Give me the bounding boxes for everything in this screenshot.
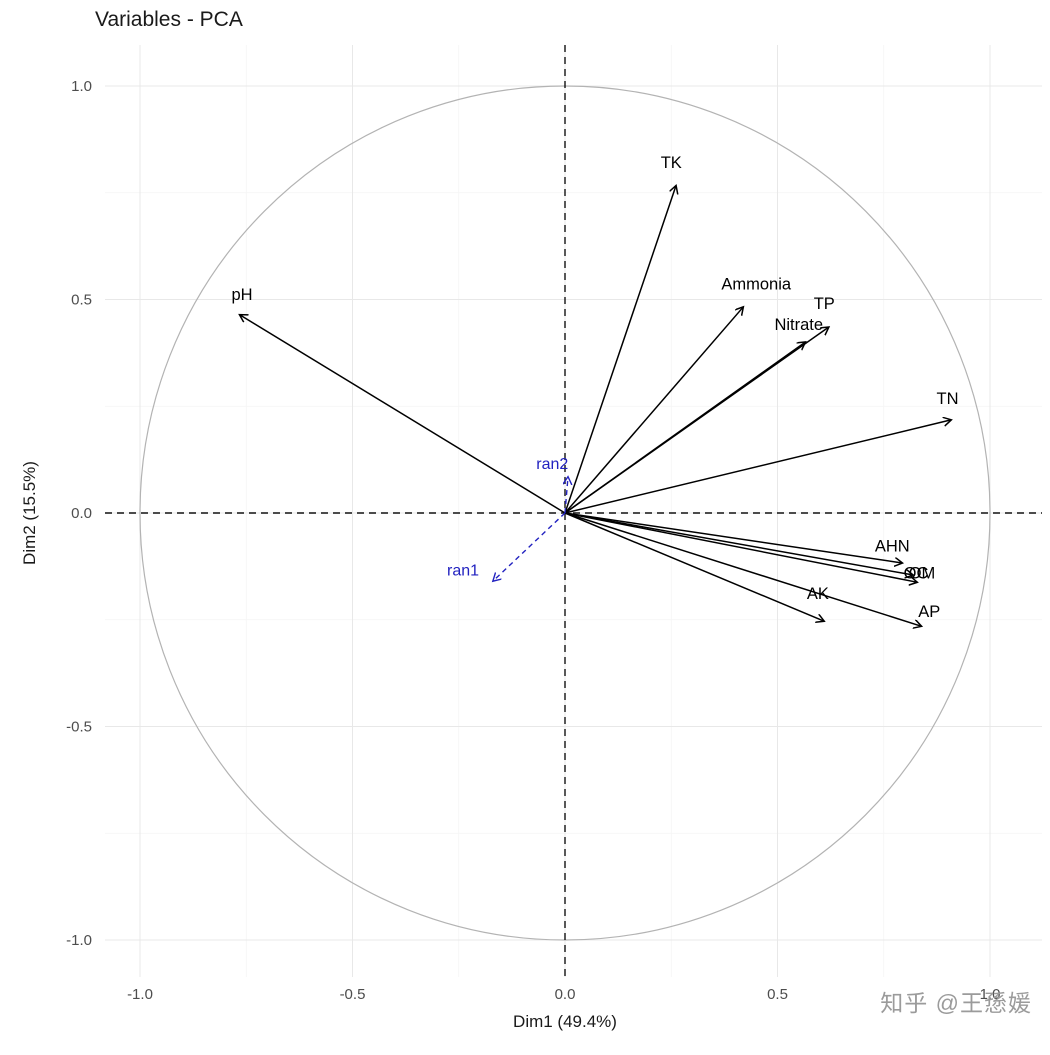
variable-arrow-OC: [564, 512, 913, 575]
variable-arrow-AHN: [564, 512, 902, 563]
variable-label-OM: OM: [909, 565, 936, 583]
variable-arrow-ran2: [565, 477, 568, 514]
y-tick-label: 1.0: [71, 78, 92, 95]
variable-arrow-AP: [564, 512, 921, 626]
variable-label-AHN: AHN: [875, 537, 910, 555]
variable-arrow-OM: [564, 512, 917, 582]
variable-label-TK: TK: [661, 154, 682, 172]
x-tick-label: -1.0: [127, 986, 153, 1003]
y-tick-label: -0.5: [66, 719, 92, 736]
variable-label-ran1: ran1: [447, 563, 479, 580]
watermark: 知乎 @王愻媛: [880, 990, 1032, 1016]
y-tick-label: 0.0: [71, 505, 92, 522]
variable-arrow-Nitrate: [564, 342, 805, 514]
x-tick-label: 0.5: [767, 986, 788, 1003]
x-axis-title: Dim1 (49.4%): [513, 1012, 617, 1031]
variable-arrow-TN: [564, 420, 951, 514]
variable-label-AK: AK: [807, 585, 829, 603]
chart-title: Variables - PCA: [95, 8, 243, 31]
variable-label-TN: TN: [937, 390, 959, 408]
x-tick-label: 0.0: [555, 986, 576, 1003]
variable-arrow-pH: [240, 315, 566, 514]
y-tick-label: 0.5: [71, 292, 92, 309]
y-tick-label: -1.0: [66, 932, 92, 949]
x-tick-label: -0.5: [340, 986, 366, 1003]
variable-label-ran2: ran2: [536, 456, 568, 473]
variable-label-TP: TP: [814, 295, 835, 313]
variable-arrow-TK: [564, 186, 676, 514]
variable-label-Nitrate: Nitrate: [774, 316, 823, 334]
variable-label-pH: pH: [231, 286, 252, 304]
variable-arrow-ran1: [493, 512, 566, 581]
variable-arrow-Ammonia: [564, 307, 743, 514]
variable-label-Ammonia: Ammonia: [721, 276, 792, 294]
variable-label-OC: OC: [904, 565, 929, 583]
y-axis-title: Dim2 (15.5%): [20, 461, 39, 565]
x-tick-label: 1.0: [980, 986, 1001, 1003]
variable-label-AP: AP: [918, 603, 940, 621]
variable-arrow-AK: [564, 512, 824, 621]
